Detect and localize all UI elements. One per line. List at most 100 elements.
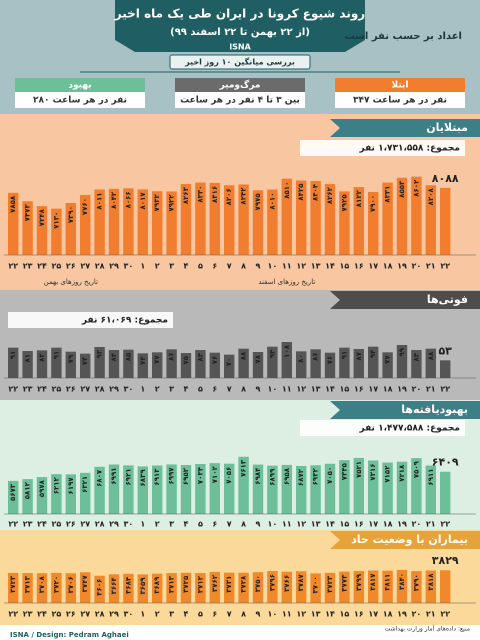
- x-note: تاریخ روزهای بهمن: [44, 278, 98, 286]
- x-tick-label: ۲۵: [52, 262, 62, 271]
- bar: [281, 464, 292, 514]
- bar: [353, 457, 364, 514]
- value-label: ۷۰۵۰: [326, 467, 334, 484]
- value-label: ۸۲۶۳: [182, 186, 190, 204]
- value-label: ۳۶۸۴: [124, 576, 132, 594]
- box-infected: ابتلا ۳۴۷ نفر در هر ساعت: [335, 78, 465, 108]
- value-label: ۸۸: [240, 351, 248, 360]
- x-tick-label: ۴: [184, 610, 189, 619]
- x-tick-label: ۶: [212, 610, 217, 619]
- bar: [267, 189, 278, 255]
- value-label: ۷۰۵۶: [225, 467, 233, 484]
- box-text: ۳۴۷ نفر در هر ساعت: [353, 96, 447, 106]
- value-label: ۶۹۵۸: [283, 467, 291, 485]
- box-head: [15, 78, 145, 92]
- x-tick-label: ۱۶: [354, 262, 364, 271]
- value-label: ۷۴۷۳: [24, 203, 32, 221]
- x-tick-label: ۲۵: [52, 610, 62, 619]
- bar: [440, 187, 451, 255]
- x-tick-label: ۶: [212, 262, 217, 271]
- bar: [123, 188, 134, 255]
- x-tick-label: ۲۹: [109, 610, 119, 619]
- bar: [51, 208, 62, 255]
- x-tick-label: ۲۲: [440, 520, 450, 529]
- bar: [137, 189, 148, 255]
- x-tick-label: ۲۲: [440, 385, 450, 394]
- value-label: ۹۴: [369, 349, 377, 358]
- box-text: ۲۸۰ نفر در هر ساعت: [33, 96, 127, 106]
- value-label: ۸۰: [297, 354, 305, 363]
- value-label: ۷۰۳۴: [196, 466, 204, 484]
- value-label: ۸۳۱۶: [211, 186, 219, 203]
- x-tick-label: ۹: [256, 610, 261, 619]
- bar: [8, 192, 19, 255]
- footer-bg: [0, 625, 480, 640]
- bar: [310, 465, 321, 514]
- bar: [65, 203, 76, 255]
- total: مجموع: ۱،۴۷۷،۵۸۸ نفر: [358, 424, 460, 434]
- x-tick-label: ۱۷: [368, 610, 378, 619]
- value-label: ۸۴: [412, 352, 420, 361]
- x-tick-label: ۲۲: [8, 520, 18, 529]
- x-tick-label: ۲۶: [66, 262, 76, 271]
- bar: [22, 351, 33, 378]
- value-label: ۸۳۳۱: [384, 186, 392, 203]
- value-label: ۷۹: [67, 354, 75, 363]
- x-tick-label: ۳۰: [124, 385, 134, 394]
- x-tick-label: ۷: [227, 262, 232, 271]
- value-label: ۹۱: [9, 351, 17, 360]
- x-tick-label: ۷: [227, 520, 232, 529]
- value-label: ۷۷: [153, 355, 161, 364]
- x-tick-label: ۱۰: [268, 262, 278, 271]
- box-text: بین ۳ تا ۴ نفر در هر ساعت: [180, 96, 300, 106]
- bar: [108, 464, 120, 514]
- title-band: [330, 401, 480, 419]
- bar: [152, 352, 163, 378]
- value-label: ۳۷۶۶: [283, 575, 291, 592]
- value-label: ۸۲۰۶: [225, 188, 233, 205]
- x-tick-label: ۲: [155, 610, 160, 619]
- bar: [440, 570, 451, 603]
- value-label: ۷۸: [254, 354, 262, 363]
- value-label: ۳۷۱۳: [24, 575, 32, 593]
- x-tick-label: ۵: [198, 385, 203, 394]
- value-label: ۳۶۰۶: [96, 579, 104, 596]
- value-label: ۷۱۵۲: [384, 465, 392, 483]
- section-title: مبتلایان: [426, 121, 468, 134]
- x-tick-label: ۱۵: [340, 385, 350, 394]
- x-tick-label: ۱۳: [311, 262, 321, 271]
- bar: [36, 477, 48, 514]
- value-label: ۶۸۷۲: [297, 468, 305, 486]
- bar: [180, 184, 192, 255]
- bar: [209, 463, 220, 514]
- x-tick-label: ۱: [140, 385, 145, 394]
- brand: ISNA: [229, 43, 251, 52]
- bar: [22, 201, 33, 255]
- value-label: ۶۲۱۲: [52, 476, 60, 494]
- value-label: ۷۱۳۰: [52, 212, 60, 229]
- x-tick-label: ۵: [198, 520, 203, 529]
- bar: [353, 570, 364, 603]
- value-label: ۷۹۷۵: [254, 193, 262, 211]
- value-label: ۳۶۵۹: [139, 577, 147, 595]
- x-tick-label: ۱۱: [282, 262, 292, 271]
- box-head: [175, 78, 305, 92]
- value-label: ۶۹۵۲: [182, 467, 190, 485]
- value-label: ۳۷۱۳: [168, 575, 176, 593]
- box-body: [15, 92, 145, 108]
- value-label: ۶۳۲۱: [81, 476, 89, 493]
- box-body: [335, 92, 465, 108]
- x-tick-label: ۳۰: [124, 262, 134, 271]
- bar: [425, 185, 436, 255]
- value-label: ۷۶: [326, 356, 334, 365]
- value-label: ۳۷۰۶: [67, 576, 75, 593]
- value-label: ۷۶۱۳: [240, 459, 248, 477]
- value-label: ۷۹۲۵: [340, 194, 348, 212]
- value-label: ۸۰۸۸: [432, 172, 459, 185]
- value-label: ۷۹۳۲: [153, 194, 161, 212]
- bar: [8, 480, 19, 514]
- bar: [152, 573, 163, 603]
- x-tick-label: ۲۶: [66, 385, 76, 394]
- x-tick-label: ۲۰: [412, 262, 422, 271]
- x-tick-label: ۱۱: [282, 520, 292, 529]
